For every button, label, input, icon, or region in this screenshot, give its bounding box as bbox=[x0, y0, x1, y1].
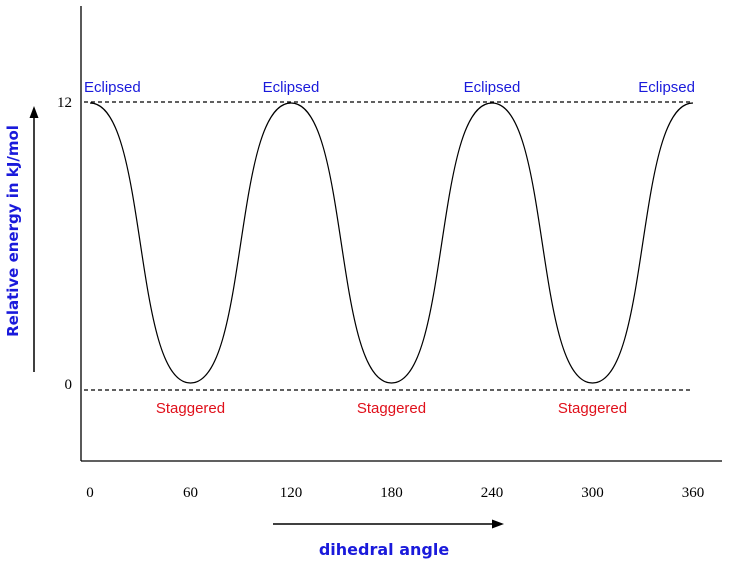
x-tick-label: 300 bbox=[581, 485, 604, 501]
x-tick-labels: 0 60 120 180 240 300 360 bbox=[86, 485, 704, 501]
eclipsed-label: Eclipsed bbox=[464, 79, 521, 96]
y-axis-label: Relative energy in kJ/mol bbox=[4, 125, 22, 337]
x-tick-label: 180 bbox=[380, 485, 403, 501]
x-tick-label: 0 bbox=[86, 485, 94, 501]
energy-curve bbox=[89, 102, 694, 384]
eclipsed-label: Eclipsed bbox=[84, 79, 141, 96]
y-tick-label-bottom: 0 bbox=[65, 377, 73, 393]
annotations: Eclipsed Eclipsed Eclipsed Eclipsed Staggere… bbox=[84, 79, 695, 417]
x-tick-label: 360 bbox=[682, 485, 705, 501]
x-axis-label: dihedral angle bbox=[319, 540, 450, 559]
staggered-label: Staggered bbox=[558, 400, 627, 417]
y-axis-arrowhead bbox=[29, 106, 39, 118]
y-tick-label-top: 12 bbox=[57, 95, 72, 111]
x-tick-label: 120 bbox=[280, 485, 303, 501]
x-axis-arrowhead bbox=[492, 519, 504, 529]
x-tick-label: 60 bbox=[183, 485, 198, 501]
x-tick-label: 240 bbox=[481, 485, 504, 501]
staggered-label: Staggered bbox=[357, 400, 426, 417]
eclipsed-label: Eclipsed bbox=[263, 79, 320, 96]
eclipsed-label: Eclipsed bbox=[638, 79, 695, 96]
staggered-label: Staggered bbox=[156, 400, 225, 417]
